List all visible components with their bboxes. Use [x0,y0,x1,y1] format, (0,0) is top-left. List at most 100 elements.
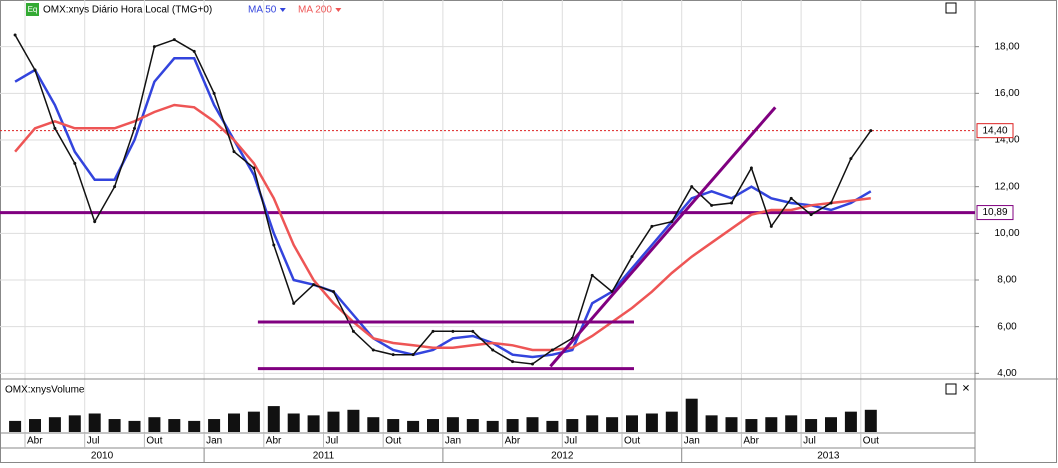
volume-bar [546,420,559,432]
price-point [491,348,495,352]
x-tick-label: Jan [445,436,461,447]
y-tick-label: 4,00 [997,368,1017,379]
price-point [411,353,415,357]
x-tick-label: Jul [803,436,816,447]
legend-entry[interactable]: MA 200 [298,5,332,16]
price-point [869,129,873,133]
volume-bar [48,417,61,432]
y-tick-label: 10,00 [994,228,1019,239]
price-point [550,348,554,352]
price-point [53,126,57,130]
price-tag-label: 10,89 [982,207,1007,218]
volume-bar [168,419,181,432]
volume-bar [566,419,579,432]
legend-arrow [335,8,342,12]
price-line [14,34,872,365]
volume-bar [427,419,439,432]
volume-bar [407,420,420,432]
volume-bar [665,411,678,432]
year-label: 2012 [551,451,574,462]
maximize-button[interactable] [945,383,957,395]
volume-bar [29,419,41,432]
x-tick-label: Out [385,436,401,447]
price-point [650,224,654,228]
volume-bar [148,417,161,432]
volume-bar [446,417,459,432]
trend-line [549,106,777,368]
volume-bar [228,413,240,432]
price-point [232,150,236,154]
volume-bar [68,415,81,432]
volume-bar [825,417,837,432]
volume-bar [247,411,260,432]
volume-bar [725,417,738,432]
volume-bar [586,415,599,432]
year-label: 2010 [91,451,114,462]
volume-bar [606,417,619,432]
year-label: 2011 [313,451,335,462]
price-point [511,360,515,364]
x-tick-label: Jul [87,436,100,447]
price-tag-label: 14,40 [982,125,1007,136]
price-point [391,353,395,357]
logo-box [26,3,39,16]
price-point [312,283,316,287]
volume-bar [626,415,638,432]
price-point [212,91,216,95]
price-point [33,68,37,72]
maximize-button[interactable] [945,2,957,14]
price-point [431,329,435,333]
volume-bar [685,398,698,432]
price-point [849,157,853,161]
legend-entry[interactable]: MA 50 [248,5,277,16]
volume-bar [765,417,778,432]
price-point [13,33,17,37]
price-point [172,38,176,42]
volume-bar [844,411,857,432]
price-point [332,290,335,294]
price-point [451,329,455,333]
y-tick-label: 8,00 [997,275,1017,286]
x-tick-label: Abr [27,436,43,447]
x-tick-label: Jul [564,436,577,447]
volume-bar [208,419,221,432]
price-point [670,220,674,224]
price-point [789,196,793,200]
price-point [710,203,714,207]
x-tick-label: Abr [505,436,521,447]
price-point [73,161,77,165]
price-point [192,49,196,53]
volume-bar [506,419,519,432]
volume-bar [645,413,658,432]
volume-bar [188,420,201,432]
logo: Eq [28,5,38,14]
x-tick-label: Out [624,436,640,447]
price-point [630,255,634,259]
price-point [133,126,136,130]
price-point [471,329,475,333]
price-point [252,166,256,170]
volume-bar [307,415,320,432]
y-tick-label: 16,00 [994,88,1019,99]
volume-bar [526,417,539,432]
volume-bar [486,420,499,432]
price-tag [976,205,1014,221]
volume-bar [108,419,121,432]
y-tick-label: 6,00 [997,321,1017,332]
price-point [690,185,694,189]
volume-bar [128,420,141,432]
x-tick-label: Out [863,436,879,447]
volume-bar [267,406,280,432]
x-tick-label: Abr [743,436,759,447]
volume-title: OMX:xnysVolume [5,385,85,396]
price-point [292,301,296,305]
price-point [272,243,276,247]
price-point [113,185,117,189]
volume-bar [466,419,479,432]
close-button[interactable]: ✕ [962,384,970,395]
price-point [93,220,97,224]
chart-title: OMX:xnys Diário Hora Local (TMG+0) [43,5,212,16]
volume-bar [387,419,400,432]
legend-arrow [279,8,286,12]
